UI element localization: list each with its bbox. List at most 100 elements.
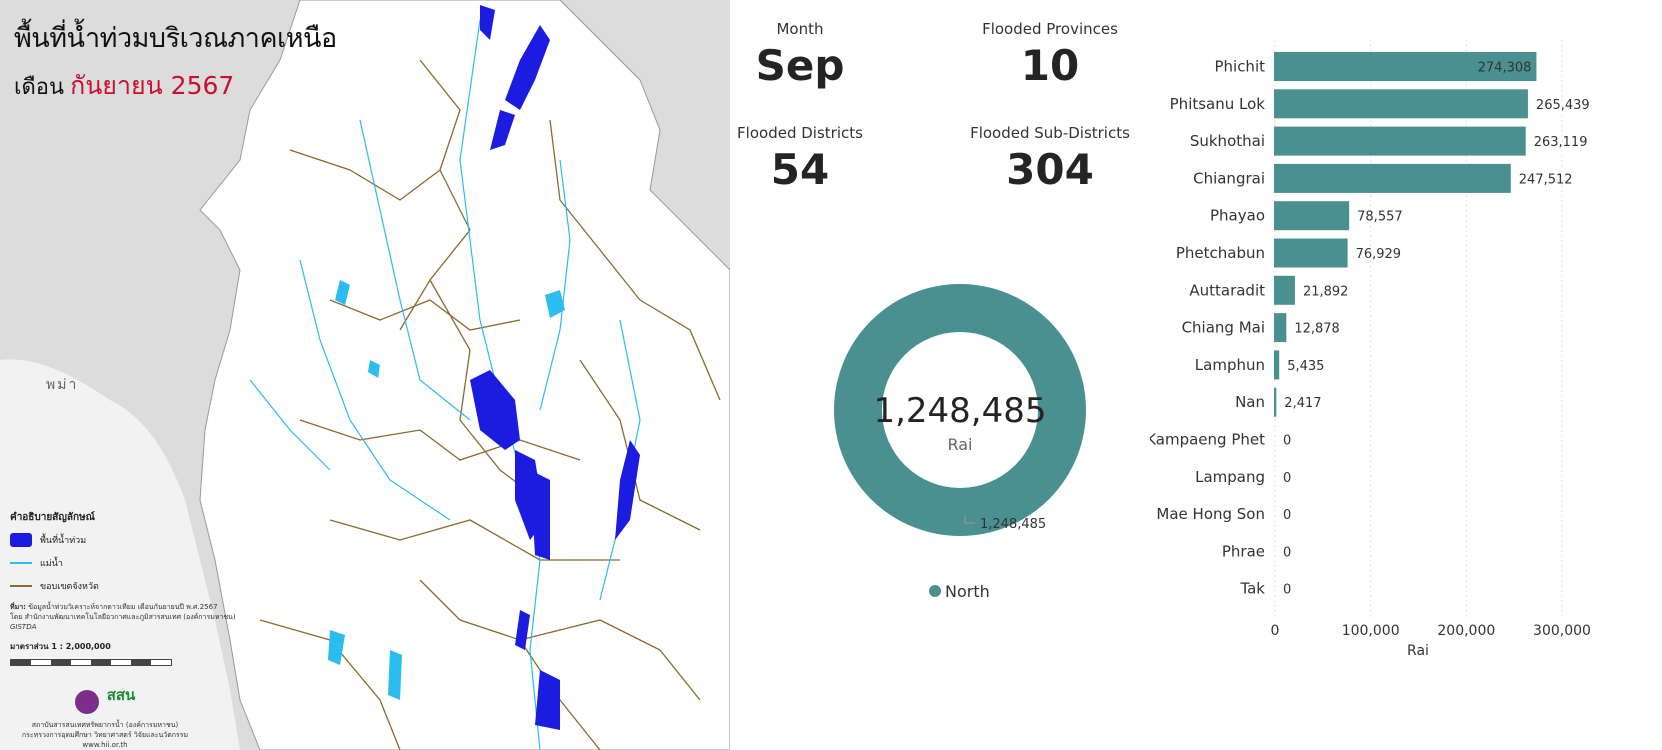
source-label: ที่มา: (10, 603, 26, 611)
donut-leader-line (964, 515, 975, 524)
card-subdistricts: Flooded Sub-Districts 304 (955, 124, 1145, 194)
flood-swatch (10, 533, 32, 547)
bar-chart: 0 100,000 200,000 300,000 Rai Phichit 274,308 P… (1150, 40, 1591, 659)
x-tick-label: 0 (1271, 623, 1280, 639)
value-label: 265,439 (1536, 98, 1590, 113)
scale-text: มาตราส่วน 1 : 2,000,000 (10, 642, 111, 651)
value-label: 0 (1283, 545, 1291, 560)
category-label: Lampang (1195, 468, 1265, 486)
flood-map-panel: พื้นที่น้ำท่วมบริเวณภาคเหนือ เดือน กันยาย… (0, 0, 730, 750)
card-districts: Flooded Districts 54 (720, 124, 880, 194)
land-region (199, 0, 730, 750)
donut-slice-label: 1,248,485 (980, 517, 1046, 532)
bar[interactable] (1274, 163, 1511, 193)
card-districts-value: 54 (770, 145, 830, 194)
category-label: Kampaeng Phet (1150, 431, 1265, 449)
value-label: 78,557 (1357, 210, 1403, 225)
card-subdistricts-label: Flooded Sub-Districts (970, 124, 1130, 142)
ministry-logo-icon (74, 690, 99, 714)
x-axis-label: Rai (1407, 643, 1429, 659)
value-label: 263,119 (1534, 135, 1588, 150)
card-provinces-value: 10 (1020, 41, 1080, 90)
card-month-label: Month (776, 20, 824, 38)
bar[interactable] (1274, 238, 1348, 268)
legend-row-border: ขอบเขตจังหวัด (10, 579, 240, 593)
country-label: พม่า (46, 377, 79, 393)
bar[interactable] (1274, 275, 1295, 305)
source-text-1: ข้อมูลน้ำท่วมวิเคราะห์จากดาวเทียม เดือนก… (28, 603, 218, 611)
x-tick-label: 300,000 (1533, 623, 1591, 639)
donut-legend-label[interactable]: North (945, 582, 990, 601)
value-label: 0 (1283, 471, 1291, 486)
source-text-2: โดย สำนักงานพัฒนาเทคโนโลยีอวกาศและภูมิสา… (10, 613, 236, 621)
category-label: Sukhothai (1190, 132, 1265, 150)
legend-row-flood: พื้นที่น้ำท่วม (10, 533, 240, 547)
bar[interactable] (1274, 201, 1350, 231)
donut-chart: 1,248,485 Rai 1,248,485 North (834, 284, 1086, 601)
x-tick-label: 100,000 (1342, 623, 1400, 639)
card-subdistricts-value: 304 (1006, 145, 1094, 194)
value-label: 247,512 (1519, 172, 1573, 187)
sea-area (0, 359, 240, 750)
category-label: Auttaradit (1189, 281, 1265, 299)
bar[interactable] (1274, 89, 1528, 119)
map-subtitle: เดือน กันยายน 2567 (14, 66, 234, 106)
flood-map (0, 0, 730, 750)
category-label: Phichit (1214, 58, 1265, 76)
agency-block: สสน สถาบันสารสนเทศทรัพยากรน้ำ (องค์การมห… (10, 686, 200, 750)
category-label: Tak (1239, 580, 1265, 598)
bar[interactable] (1274, 52, 1537, 81)
bar[interactable] (1274, 313, 1287, 343)
rivers (249, 19, 641, 750)
category-label: Chiangrai (1193, 169, 1265, 187)
donut-unit: Rai (947, 435, 972, 454)
card-districts-label: Flooded Districts (737, 124, 863, 142)
category-label: Phetchabun (1176, 244, 1265, 262)
scale-bar (10, 659, 172, 666)
category-label: Nan (1235, 393, 1265, 411)
card-month-value: Sep (755, 41, 845, 90)
agency-logos: สสน (10, 686, 200, 714)
value-label: 0 (1283, 583, 1291, 598)
flood-areas (470, 5, 640, 730)
value-label: 5,435 (1287, 359, 1324, 374)
value-label: 0 (1283, 434, 1291, 449)
river-swatch (10, 562, 32, 564)
card-month: Month Sep (735, 20, 865, 90)
bar[interactable] (1274, 350, 1280, 380)
legend-river-label: แม่น้ำ (40, 559, 63, 569)
legend-border-label: ขอบเขตจังหวัด (40, 582, 99, 592)
category-label: Phitsanu Lok (1170, 95, 1266, 113)
value-label: 0 (1283, 508, 1291, 523)
map-legend: คำอธิบายสัญลักษณ์ พื้นที่น้ำท่วม แม่น้ำ … (10, 510, 240, 666)
map-subtitle-prefix: เดือน (14, 75, 65, 100)
reservoirs (328, 280, 565, 700)
hii-logo-text: สสน (106, 686, 136, 704)
value-label: 76,929 (1356, 247, 1402, 262)
agency-name-1: สถาบันสารสนเทศทรัพยากรน้ำ (องค์การมหาชน) (31, 721, 179, 729)
card-provinces-label: Flooded Provinces (982, 20, 1118, 38)
border-swatch (10, 585, 32, 587)
legend-flood-label: พื้นที่น้ำท่วม (40, 536, 87, 546)
legend-row-river: แม่น้ำ (10, 556, 240, 570)
source-note: ที่มา: ข้อมูลน้ำท่วมวิเคราะห์จากดาวเทียม… (10, 602, 240, 632)
category-label: Lamphun (1195, 356, 1265, 374)
map-title: พื้นที่น้ำท่วมบริเวณภาคเหนือ (14, 23, 337, 54)
value-label: 21,892 (1303, 284, 1349, 299)
donut-total: 1,248,485 (873, 391, 1046, 431)
category-label: Mae Hong Son (1156, 505, 1265, 523)
card-provinces: Flooded Provinces 10 (955, 20, 1145, 90)
category-label: Phrae (1222, 542, 1265, 560)
x-tick-label: 200,000 (1437, 623, 1495, 639)
value-label: 2,417 (1284, 396, 1321, 411)
map-subtitle-highlight: กันยายน 2567 (70, 71, 235, 100)
bar[interactable] (1274, 387, 1277, 417)
value-label: 12,878 (1294, 322, 1340, 337)
value-label: 274,308 (1478, 61, 1532, 76)
agency-website: www.hii.or.th (82, 741, 128, 749)
donut-slice-north[interactable] (834, 284, 1086, 536)
donut-legend-swatch (929, 585, 941, 597)
gistda-logo-text: GISTDA (10, 623, 37, 631)
agency-name-2: กระทรวงการอุดมศึกษา วิทยาศาสตร์ วิจัยและ… (21, 731, 189, 739)
bar[interactable] (1274, 126, 1526, 156)
